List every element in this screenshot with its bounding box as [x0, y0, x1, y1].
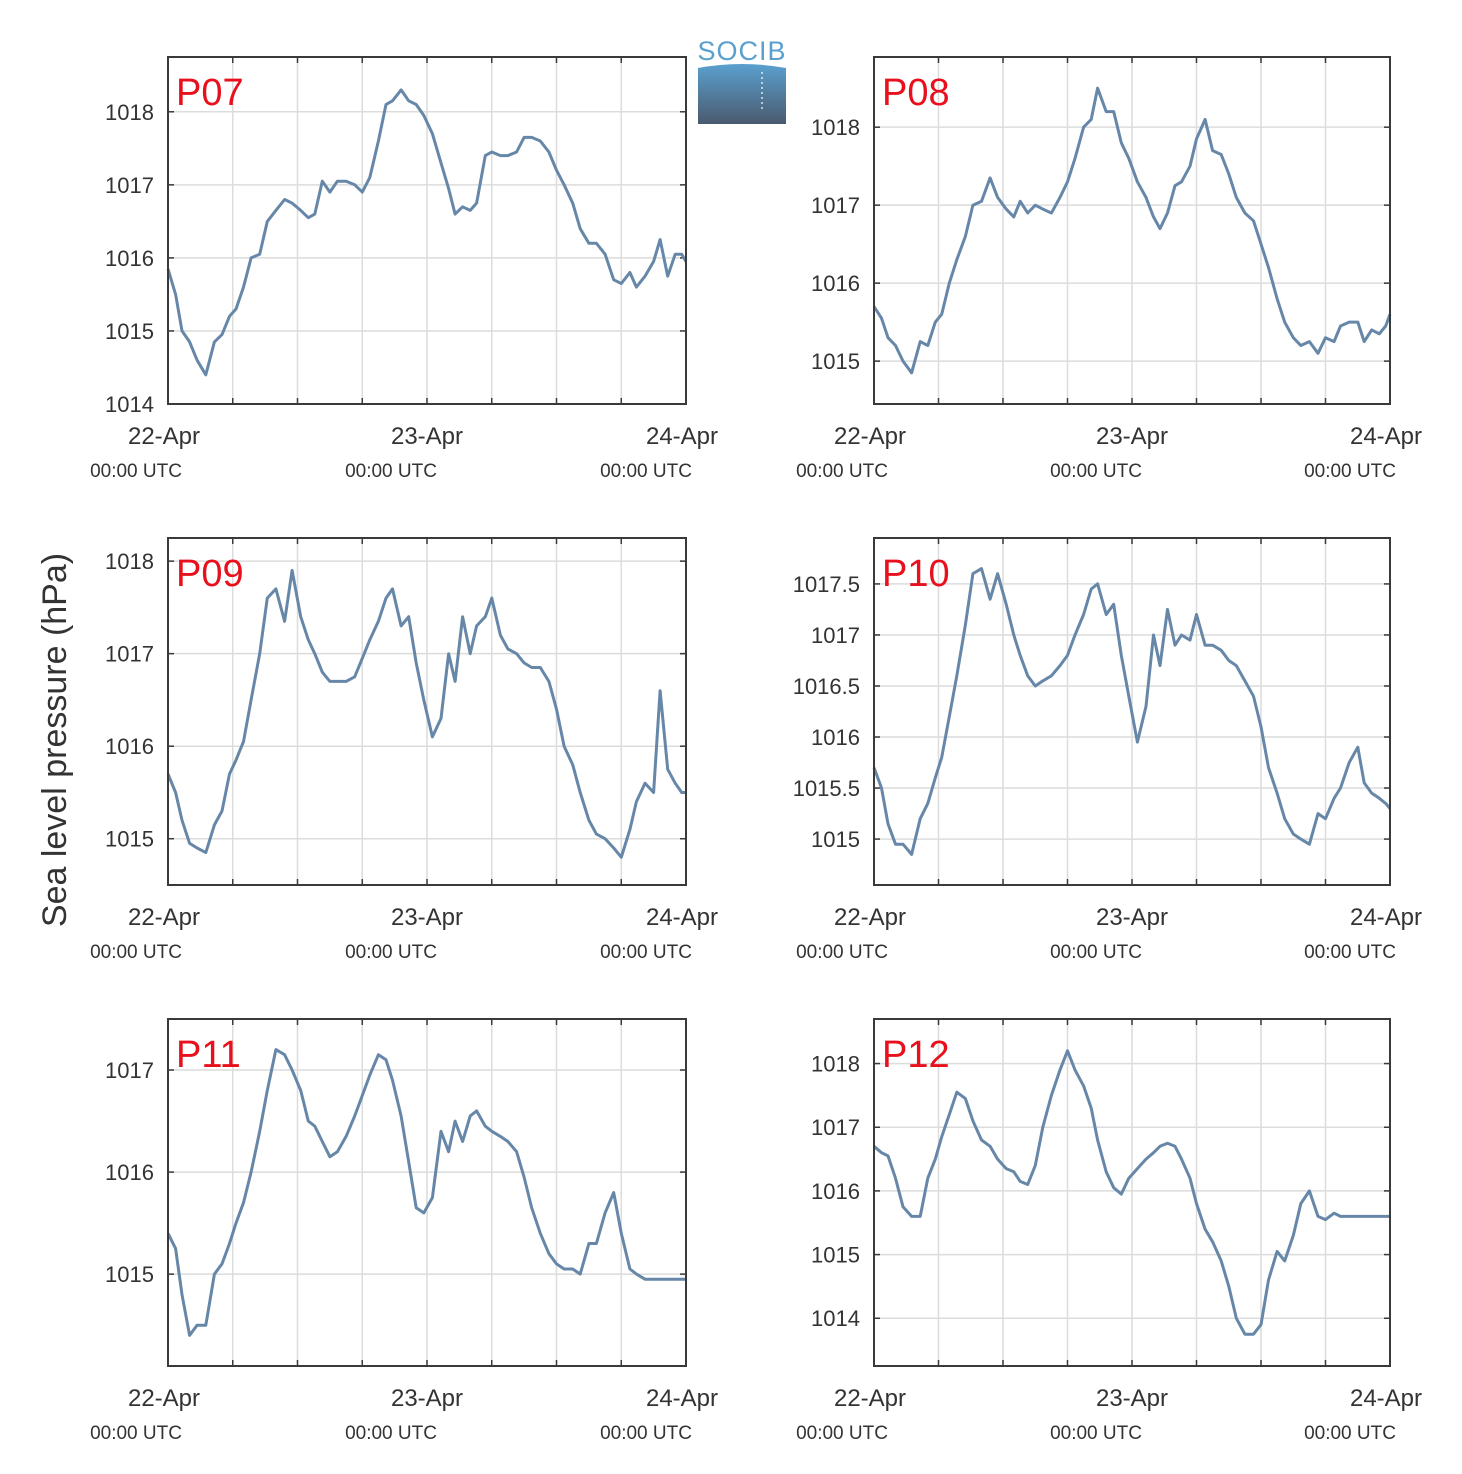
station-label: P07	[176, 72, 244, 114]
x-tick-sublabel: 00:00 UTC	[345, 461, 437, 482]
x-tick-label: 22-Apr	[128, 1385, 200, 1412]
y-tick-label: 1014	[811, 1306, 860, 1331]
panels: 1014 1015 1016 1017 1018 P07 22-Apr 00:00 UTC 23…	[90, 56, 1422, 1444]
x-tick-sublabel: 00:00 UTC	[345, 1423, 437, 1444]
panel-p11: 1015 1016 1017 P11 22-Apr 00:00 UTC 23-Apr 00:0…	[90, 1018, 718, 1444]
series-line-p08	[872, 86, 1392, 375]
y-tick-label: 1015	[105, 1262, 154, 1287]
y-tick-label: 1017	[105, 1058, 154, 1083]
panel-p08: 1015 1016 1017 1018 P08 22-Apr 00:00 UTC 23-Apr…	[796, 56, 1422, 482]
series-line-p11	[166, 1048, 686, 1337]
x-tick-label: 24-Apr	[646, 423, 718, 450]
y-tick-label: 1015	[811, 349, 860, 374]
y-tick-label: 1018	[105, 100, 154, 125]
x-tick-sublabel: 00:00 UTC	[600, 1423, 692, 1444]
x-tick-label: 23-Apr	[391, 423, 463, 450]
y-tick-label: 1017	[811, 623, 860, 648]
socib-logo-wave-mark	[698, 64, 786, 124]
x-tick-label: 23-Apr	[1096, 904, 1168, 931]
panel-p10: 1015 1015.5 1016 1016.5 1017 1017.5 P10 22-Apr 0…	[793, 537, 1422, 963]
x-tick-label: 24-Apr	[646, 904, 718, 931]
series-line-p07	[166, 88, 688, 377]
plot-frame	[167, 537, 687, 886]
socib-logo-text: SOCIB	[697, 36, 786, 66]
y-tick-label: 1017	[811, 193, 860, 218]
y-tick-label: 1018	[811, 1052, 860, 1077]
x-tick-label: 23-Apr	[1096, 1385, 1168, 1412]
y-tick-label: 1017	[811, 1115, 860, 1140]
station-label: P09	[176, 553, 244, 595]
x-tick-sublabel: 00:00 UTC	[796, 942, 888, 963]
y-tick-label: 1016	[105, 734, 154, 759]
panel-p12: 1014 1015 1016 1017 1018 P12 22-Apr 00:00 UTC 23…	[796, 1018, 1422, 1444]
x-tick-label: 22-Apr	[834, 423, 906, 450]
x-tick-label: 23-Apr	[1096, 423, 1168, 450]
x-tick-sublabel: 00:00 UTC	[1304, 461, 1396, 482]
station-label: P11	[176, 1034, 241, 1076]
y-tick-label: 1018	[811, 115, 860, 140]
station-label: P10	[882, 553, 950, 595]
x-tick-sublabel: 00:00 UTC	[1050, 461, 1142, 482]
x-tick-label: 24-Apr	[1350, 423, 1422, 450]
x-tick-sublabel: 00:00 UTC	[600, 461, 692, 482]
y-tick-label: 1015	[105, 319, 154, 344]
panel-p09: 1015 1016 1017 1018 P09 22-Apr 00:00 UTC 23-Apr…	[90, 537, 718, 963]
x-tick-sublabel: 00:00 UTC	[600, 942, 692, 963]
y-tick-label: 1015	[811, 1243, 860, 1268]
x-tick-sublabel: 00:00 UTC	[796, 461, 888, 482]
series-line-p09	[166, 568, 686, 859]
series-line-p12	[873, 1049, 1390, 1336]
x-tick-label: 22-Apr	[128, 423, 200, 450]
x-tick-sublabel: 00:00 UTC	[90, 942, 182, 963]
y-tick-label: 1016	[811, 271, 860, 296]
station-label: P12	[882, 1034, 950, 1076]
x-tick-label: 23-Apr	[391, 1385, 463, 1412]
station-label: P08	[882, 72, 950, 114]
y-tick-label: 1016	[105, 1160, 154, 1185]
plot-frame	[873, 537, 1391, 886]
socib-logo: SOCIB	[697, 36, 786, 124]
plot-frame	[167, 56, 687, 405]
x-tick-label: 24-Apr	[646, 1385, 718, 1412]
x-tick-sublabel: 00:00 UTC	[90, 461, 182, 482]
x-tick-sublabel: 00:00 UTC	[1304, 942, 1396, 963]
y-tick-label: 1016	[105, 246, 154, 271]
y-tick-label: 1014	[105, 392, 154, 417]
y-tick-label: 1016.5	[793, 674, 860, 699]
x-tick-label: 22-Apr	[834, 904, 906, 931]
series-line-p10	[872, 567, 1392, 856]
x-tick-sublabel: 00:00 UTC	[345, 942, 437, 963]
y-tick-label: 1015.5	[793, 776, 860, 801]
x-tick-sublabel: 00:00 UTC	[1304, 1423, 1396, 1444]
y-tick-label: 1017	[105, 642, 154, 667]
y-tick-label: 1017	[105, 173, 154, 198]
x-tick-sublabel: 00:00 UTC	[1050, 942, 1142, 963]
y-tick-label: 1017.5	[793, 572, 860, 597]
y-axis-label: Sea level pressure (hPa)	[36, 553, 74, 927]
panel-p07: 1014 1015 1016 1017 1018 P07 22-Apr 00:00 UTC 23…	[90, 56, 718, 482]
y-tick-label: 1015	[105, 827, 154, 852]
y-tick-label: 1015	[811, 827, 860, 852]
plot-frame	[873, 1018, 1391, 1367]
x-tick-label: 22-Apr	[128, 904, 200, 931]
x-tick-label: 24-Apr	[1350, 904, 1422, 931]
x-tick-label: 23-Apr	[391, 904, 463, 931]
x-tick-label: 24-Apr	[1350, 1385, 1422, 1412]
plot-frame	[167, 1018, 687, 1367]
x-tick-sublabel: 00:00 UTC	[1050, 1423, 1142, 1444]
plot-frame	[873, 56, 1391, 405]
y-tick-label: 1018	[105, 549, 154, 574]
x-tick-sublabel: 00:00 UTC	[796, 1423, 888, 1444]
y-tick-label: 1016	[811, 725, 860, 750]
x-tick-sublabel: 00:00 UTC	[90, 1423, 182, 1444]
x-tick-label: 22-Apr	[834, 1385, 906, 1412]
y-tick-label: 1016	[811, 1179, 860, 1204]
